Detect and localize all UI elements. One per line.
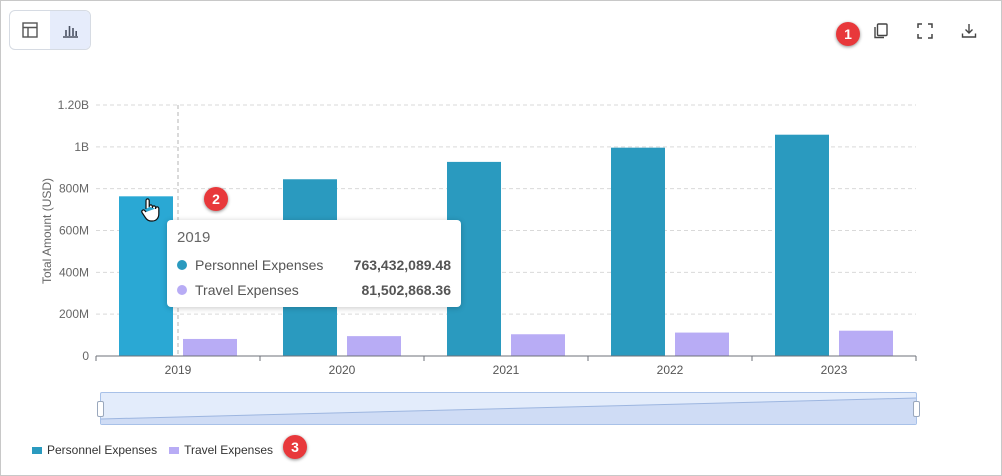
zoom-handle-left[interactable] xyxy=(97,401,104,417)
tooltip-title: 2019 xyxy=(177,229,211,246)
y-tick-label: 0 xyxy=(82,349,89,363)
view-toggle xyxy=(9,10,91,50)
bar-travel[interactable] xyxy=(183,338,237,356)
bar-travel[interactable] xyxy=(839,330,893,356)
copy-icon xyxy=(874,23,888,39)
y-tick-label: 1B xyxy=(74,140,89,154)
y-tick-label: 800M xyxy=(59,182,89,196)
legend-label: Personnel Expenses xyxy=(47,443,158,457)
travel-dot xyxy=(177,284,187,295)
y-tick-label: 400M xyxy=(59,265,89,279)
tooltip-row-travel: Travel Expenses 81,502,868.36 xyxy=(177,277,451,302)
legend-item-travel[interactable]: Travel Expenses xyxy=(169,443,273,457)
fullscreen-button[interactable] xyxy=(913,19,937,43)
chart-view-button[interactable] xyxy=(50,11,90,49)
y-tick-label: 200M xyxy=(59,307,89,321)
legend-label: Travel Expenses xyxy=(184,443,274,457)
bar-chart: 0 200M 400M 600M 800M 1B 1.20B 2019 2020 2021 2022… xyxy=(40,98,917,377)
x-tick-label: 2020 xyxy=(329,363,356,377)
download-icon xyxy=(961,24,977,38)
x-tick-label: 2023 xyxy=(821,363,848,377)
data-zoom-slider[interactable] xyxy=(97,392,920,425)
y-tick-label: 600M xyxy=(59,224,89,238)
copy-button[interactable] xyxy=(869,19,893,43)
x-tick-label: 2022 xyxy=(657,363,684,377)
hand-cursor-icon xyxy=(141,198,160,222)
download-button[interactable] xyxy=(957,19,981,43)
table-icon xyxy=(22,22,38,38)
table-view-button[interactable] xyxy=(10,11,50,49)
bar-travel[interactable] xyxy=(347,336,401,356)
tooltip-row-personnel: Personnel Expenses 763,432,089.48 xyxy=(177,252,451,277)
bar-chart-icon xyxy=(63,26,78,38)
fullscreen-icon xyxy=(917,23,933,39)
y-tick-label: 1.20B xyxy=(58,98,89,112)
zoom-handle-right[interactable] xyxy=(913,401,920,417)
x-tick-label: 2021 xyxy=(493,363,520,377)
tooltip-series-name: Travel Expenses xyxy=(195,281,299,298)
chart-legend: Personnel Expenses Travel Expenses xyxy=(32,443,273,457)
annotation-marker-1: 1 xyxy=(836,22,860,46)
legend-swatch xyxy=(169,446,180,454)
chart-tooltip: 2019 Personnel Expenses 763,432,089.48 T… xyxy=(167,220,461,307)
bar-travel[interactable] xyxy=(675,332,729,356)
bar-travel[interactable] xyxy=(511,334,565,356)
legend-item-personnel[interactable]: Personnel Expenses xyxy=(32,443,157,457)
bar-personnel[interactable] xyxy=(611,147,665,356)
tooltip-series-value: 763,432,089.48 xyxy=(353,256,451,273)
tooltip-series-name: Personnel Expenses xyxy=(195,256,324,273)
zoom-preview xyxy=(101,397,916,424)
bar-personnel[interactable] xyxy=(119,196,173,356)
bar-personnel[interactable] xyxy=(775,134,829,356)
chart-toolbar xyxy=(869,19,981,43)
y-axis-label: Total Amount (USD) xyxy=(40,178,54,284)
annotation-marker-2: 2 xyxy=(204,187,228,211)
x-tick-label: 2019 xyxy=(165,363,192,377)
annotation-marker-3: 3 xyxy=(283,435,307,459)
personnel-dot xyxy=(177,259,187,270)
legend-swatch xyxy=(32,446,42,454)
tooltip-series-value: 81,502,868.36 xyxy=(361,281,451,298)
